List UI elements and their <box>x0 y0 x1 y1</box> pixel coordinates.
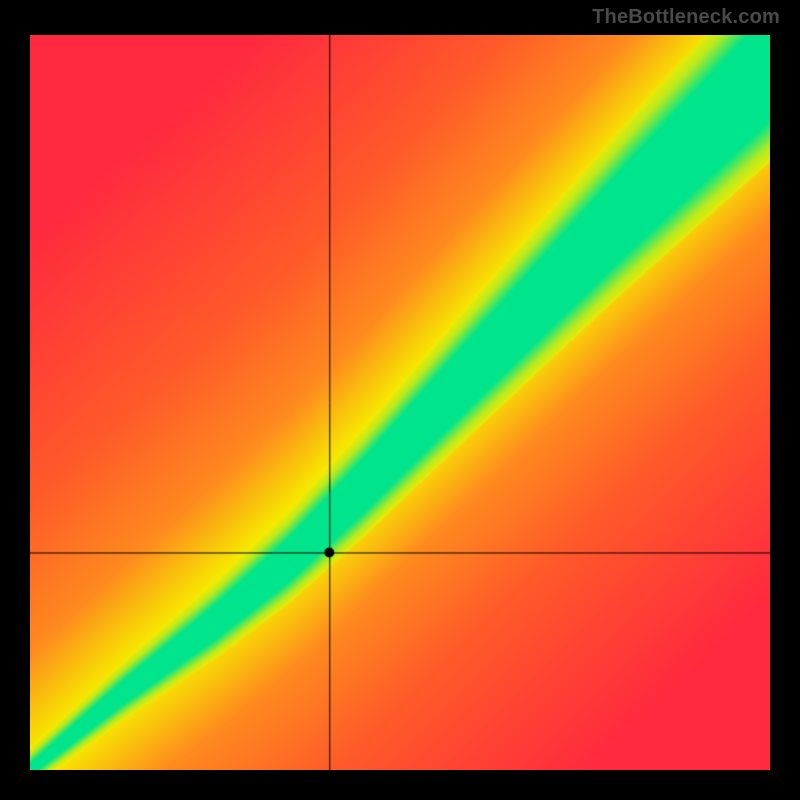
watermark-text: TheBottleneck.com <box>592 6 780 29</box>
chart-container: TheBottleneck.com <box>0 0 800 800</box>
plot-area <box>30 35 770 770</box>
heatmap-canvas <box>30 35 770 770</box>
